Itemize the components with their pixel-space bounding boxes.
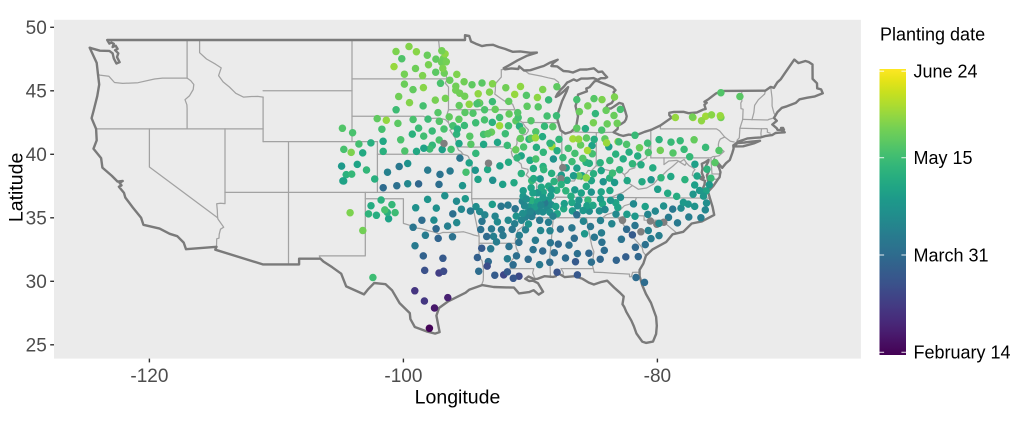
svg-text:Longitude: Longitude (415, 387, 501, 409)
svg-text:50: 50 (26, 18, 47, 39)
svg-text:-80: -80 (644, 366, 671, 387)
svg-text:Planting date: Planting date (880, 25, 985, 45)
svg-text:May 15: May 15 (914, 148, 973, 168)
svg-text:30: 30 (26, 272, 47, 293)
svg-text:40: 40 (26, 145, 47, 166)
svg-text:35: 35 (26, 208, 47, 229)
svg-text:-100: -100 (384, 366, 422, 387)
svg-text:45: 45 (26, 81, 47, 102)
svg-text:25: 25 (26, 335, 47, 356)
svg-text:March 31: March 31 (914, 245, 989, 265)
svg-text:-120: -120 (130, 366, 168, 387)
svg-text:June 24: June 24 (914, 62, 978, 82)
svg-text:February 14: February 14 (914, 343, 1011, 363)
svg-text:Latitude: Latitude (6, 153, 28, 222)
